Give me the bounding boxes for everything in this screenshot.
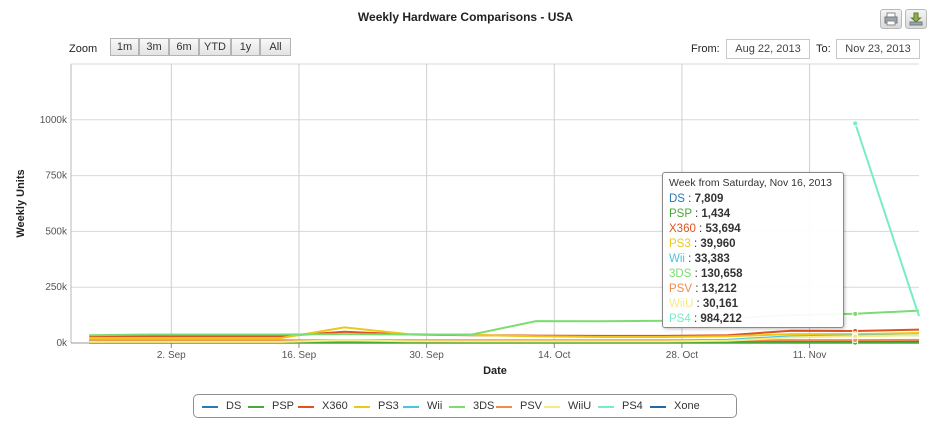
legend-label: WiiU — [568, 400, 592, 412]
y-tick-label: 0k — [56, 338, 68, 349]
tooltip-series-name: 3DS — [669, 268, 692, 280]
x-tick-label: 16. Sep — [282, 350, 317, 361]
from-date-input[interactable]: Aug 22, 2013 — [726, 39, 810, 59]
legend: DS PSP X360 PS3 Wii 3DS PSV WiiU PS4 Xone — [193, 394, 737, 418]
tooltip-series-name: Wii — [669, 253, 685, 265]
series-line-ps3 — [89, 326, 920, 340]
legend-swatch — [248, 406, 264, 408]
tooltip-header: Week from Saturday, Nov 16, 2013 — [669, 177, 833, 189]
x-tick-label: 14. Oct — [538, 350, 570, 361]
zoom-button-all[interactable]: All — [260, 38, 291, 56]
tooltip-series-name: PS3 — [669, 238, 691, 250]
series-line-wiiu — [89, 334, 920, 343]
tooltip-series-name: PS4 — [669, 313, 691, 325]
legend-swatch — [598, 406, 614, 408]
tooltip-series-value: 30,161 — [702, 298, 739, 310]
legend-label: PSP — [272, 400, 295, 412]
tooltip-row-ps3: PS3 : 39,960 — [669, 238, 736, 250]
tooltip-row-ds: DS : 7,809 — [669, 193, 724, 205]
zoom-button-1m[interactable]: 1m — [110, 38, 139, 56]
tooltip-series-value: 1,434 — [701, 208, 731, 220]
series-line-ps4 — [854, 122, 920, 317]
tooltip-series-name: WiiU — [669, 298, 694, 310]
zoom-button-6m[interactable]: 6m — [169, 38, 199, 56]
tooltip-row-ps4: PS4 : 984,212 — [669, 313, 742, 325]
data-tooltip: Week from Saturday, Nov 16, 2013 DS : 7,… — [662, 172, 844, 328]
to-date-input[interactable]: Nov 23, 2013 — [836, 39, 920, 59]
from-label: From: — [691, 43, 720, 55]
to-label: To: — [816, 43, 831, 55]
legend-label: X360 — [322, 400, 348, 412]
x-axis-title: Date — [483, 365, 507, 377]
legend-swatch — [544, 406, 560, 408]
tooltip-series-value: 13,212 — [701, 283, 737, 295]
x-tick-label: 2. Sep — [157, 350, 186, 361]
tooltip-series-name: X360 — [669, 223, 696, 235]
tooltip-row-psv: PSV : 13,212 — [669, 283, 737, 295]
legend-swatch — [496, 406, 512, 408]
tooltip-series-name: PSV — [669, 283, 693, 295]
tooltip-series-value: 53,694 — [705, 223, 741, 235]
tooltip-series-value: 39,960 — [700, 238, 736, 250]
hover-marker-3ds — [852, 310, 859, 317]
zoom-label: Zoom — [69, 43, 98, 55]
legend-swatch — [650, 406, 666, 408]
hover-marker-ps4 — [852, 120, 859, 127]
legend-swatch — [354, 406, 370, 408]
legend-swatch — [298, 406, 314, 408]
tooltip-row-psp: PSP : 1,434 — [669, 208, 731, 220]
export-button[interactable] — [905, 9, 927, 29]
tooltip-series-name: PSP — [669, 208, 692, 220]
tooltip-series-value: 33,383 — [694, 253, 730, 265]
tooltip-series-value: 984,212 — [700, 313, 742, 325]
zoom-button-1y[interactable]: 1y — [231, 38, 260, 56]
chart-title: Weekly Hardware Comparisons - USA — [357, 10, 574, 24]
y-axis-title: Weekly Units — [15, 169, 27, 237]
zoom-button-ytd[interactable]: YTD — [199, 38, 231, 56]
legend-label: 3DS — [473, 400, 495, 412]
legend-swatch — [202, 406, 218, 408]
tooltip-row-wiiu: WiiU : 30,161 — [669, 298, 739, 310]
tooltip-series-value: 130,658 — [700, 268, 743, 280]
hover-marker-wiiu — [852, 333, 859, 340]
tooltip-row-3ds: 3DS : 130,658 — [669, 268, 743, 280]
legend-label: Wii — [427, 400, 443, 412]
legend-label: PS3 — [378, 400, 399, 412]
legend-swatch — [449, 406, 465, 408]
tooltip-series-name: DS — [669, 193, 685, 205]
zoom-button-3m[interactable]: 3m — [139, 38, 169, 56]
legend-label: Xone — [674, 400, 700, 412]
y-tick-label: 1000k — [40, 115, 68, 126]
legend-label: PSV — [520, 400, 543, 412]
tooltip-row-x360: X360 : 53,694 — [669, 223, 741, 235]
legend-label: DS — [226, 400, 242, 412]
print-button[interactable] — [880, 9, 902, 29]
y-tick-label: 250k — [45, 282, 68, 293]
printer-icon — [884, 12, 898, 26]
legend-label: PS4 — [622, 400, 643, 412]
tooltip-row-wii: Wii : 33,383 — [669, 253, 730, 265]
y-tick-label: 500k — [45, 226, 68, 237]
legend-swatch — [403, 406, 419, 408]
axis-labels: 0k 250k 500k 750k 1000k 2. Sep 16. Sep 30. Sep 1… — [15, 115, 826, 377]
x-tick-label: 28. Oct — [666, 350, 698, 361]
x-tick-label: 11. Nov — [793, 350, 827, 361]
y-tick-label: 750k — [45, 171, 68, 182]
x-tick-label: 30. Sep — [409, 350, 444, 361]
download-icon — [909, 12, 923, 26]
tooltip-series-value: 7,809 — [694, 193, 724, 205]
